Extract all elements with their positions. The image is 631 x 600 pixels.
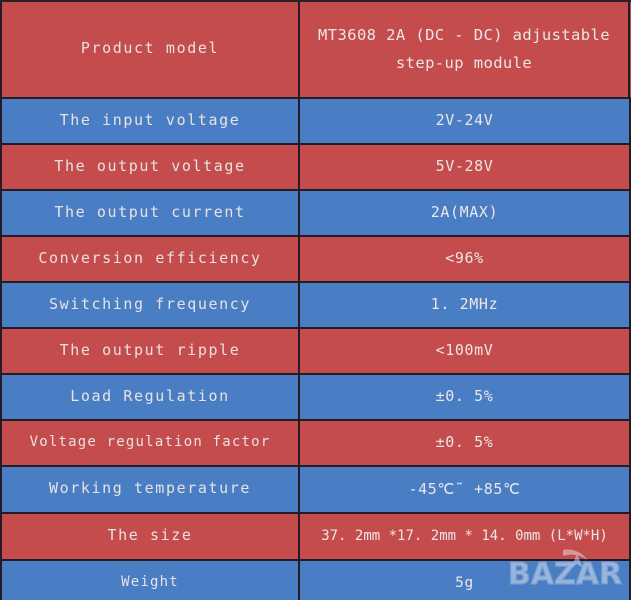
spec-label-cell: The output current	[0, 191, 300, 235]
spec-label-text: The size	[107, 526, 193, 545]
spec-value-text: MT3608 2A (DC - DC) adjustable step-up m…	[318, 26, 610, 72]
spec-value-cell: 5V-28V	[300, 145, 631, 189]
spec-value-cell: ±0. 5%	[300, 421, 631, 465]
spec-value-cell: MT3608 2A (DC - DC) adjustable step-up m…	[300, 2, 630, 97]
spec-label-cell: Load Regulation	[0, 375, 300, 419]
spec-label-cell: Working temperature	[0, 467, 300, 512]
spec-label-cell: The output ripple	[0, 329, 300, 373]
spec-value-text: <100mV	[435, 341, 494, 360]
spec-label-cell: Product model	[0, 2, 300, 97]
spec-label-cell: The output voltage	[0, 145, 300, 189]
spec-label-text: Product model	[80, 39, 220, 58]
spec-value-text: -45℃˜ +85℃	[408, 479, 521, 498]
table-row: The input voltage 2V-24V	[0, 99, 631, 145]
spec-label-text: The output ripple	[59, 340, 241, 359]
table-row: Switching frequency 1. 2MHz	[0, 283, 631, 329]
spec-value-text: <96%	[445, 249, 484, 268]
spec-label-cell: Voltage regulation factor	[0, 421, 300, 465]
table-row: The size 37. 2mm *17. 2mm * 14. 0mm (L*W…	[0, 514, 631, 561]
spec-value-cell: <100mV	[300, 329, 631, 373]
spec-value-cell: 37. 2mm *17. 2mm * 14. 0mm (L*W*H)	[300, 514, 631, 559]
spec-label-cell: The size	[0, 514, 300, 559]
table-row: Conversion efficiency <96%	[0, 237, 631, 283]
spec-value-cell: <96%	[300, 237, 631, 281]
spec-value-text: 5g	[455, 574, 474, 591]
spec-label-text: Switching frequency	[49, 294, 251, 313]
spec-label-text: The output current	[54, 202, 246, 221]
table-row: Product model MT3608 2A (DC - DC) adjust…	[0, 2, 631, 99]
spec-value-text: 2A(MAX)	[430, 203, 499, 222]
spec-value-text: ±0. 5%	[435, 387, 494, 406]
spec-label-cell: The input voltage	[0, 99, 300, 143]
spec-label-text: Weight	[121, 573, 179, 590]
spec-value-text: 1. 2MHz	[430, 295, 499, 314]
spec-label-cell: Switching frequency	[0, 283, 300, 327]
spec-label-cell: Conversion efficiency	[0, 237, 300, 281]
table-row: Weight 5g	[0, 561, 631, 600]
table-row: The output ripple <100mV	[0, 329, 631, 375]
spec-label-text: Voltage regulation factor	[29, 433, 271, 450]
spec-label-cell: Weight	[0, 561, 300, 600]
table-row: The output current 2A(MAX)	[0, 191, 631, 237]
spec-value-cell: 1. 2MHz	[300, 283, 631, 327]
spec-value-text: 2V-24V	[435, 111, 494, 130]
spec-label-text: Load Regulation	[70, 386, 230, 405]
table-row: The output voltage 5V-28V	[0, 145, 631, 191]
table-row: Voltage regulation factor ±0. 5%	[0, 421, 631, 467]
spec-label-text: The output voltage	[54, 156, 246, 175]
spec-value-cell: 2V-24V	[300, 99, 631, 143]
spec-value-cell: 5g	[300, 561, 631, 600]
spec-value-text: 37. 2mm *17. 2mm * 14. 0mm (L*W*H)	[321, 527, 608, 544]
spec-label-text: The input voltage	[59, 110, 241, 129]
spec-value-text: ±0. 5%	[435, 433, 494, 452]
spec-value-cell: ±0. 5%	[300, 375, 631, 419]
table-row: Working temperature -45℃˜ +85℃	[0, 467, 631, 514]
spec-value-text: 5V-28V	[435, 157, 494, 176]
spec-value-cell: 2A(MAX)	[300, 191, 631, 235]
spec-value-cell: -45℃˜ +85℃	[300, 467, 631, 512]
table-row: Load Regulation ±0. 5%	[0, 375, 631, 421]
spec-label-text: Conversion efficiency	[38, 248, 262, 267]
spec-label-text: Working temperature	[49, 479, 251, 498]
